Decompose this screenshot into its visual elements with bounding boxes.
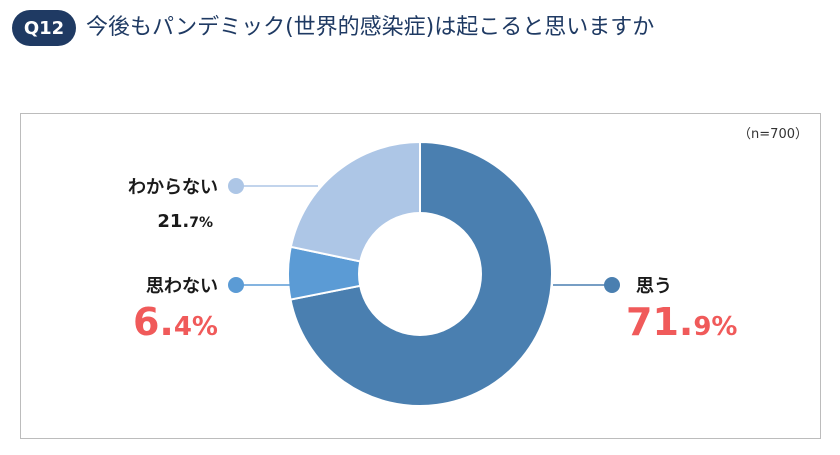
slice-value-wakaranai: 21.7% <box>157 211 213 232</box>
slice-value-omowanai: 6.4% <box>133 300 218 344</box>
slice-label-omou: 思う <box>636 276 672 297</box>
slice-label-wakaranai: わからない <box>128 177 218 198</box>
question-title: 今後もパンデミック(世界的感染症)は起こると思いますか <box>86 15 655 40</box>
marker-dot-omowanai <box>228 277 244 293</box>
chart-frame <box>20 113 821 439</box>
slice-label-omowanai: 思わない <box>146 276 218 297</box>
sample-size-note: （n=700） <box>738 127 808 142</box>
question-badge: Q12 <box>12 10 76 46</box>
marker-dot-wakaranai <box>228 178 244 194</box>
marker-dot-omou <box>604 277 620 293</box>
slice-value-omou: 71.9% <box>626 300 737 344</box>
connectors <box>228 178 620 293</box>
slice-labels: 思う 71.9% 思わない 6.4% わからない 21.7% <box>128 177 737 344</box>
donut-hole <box>358 212 482 336</box>
